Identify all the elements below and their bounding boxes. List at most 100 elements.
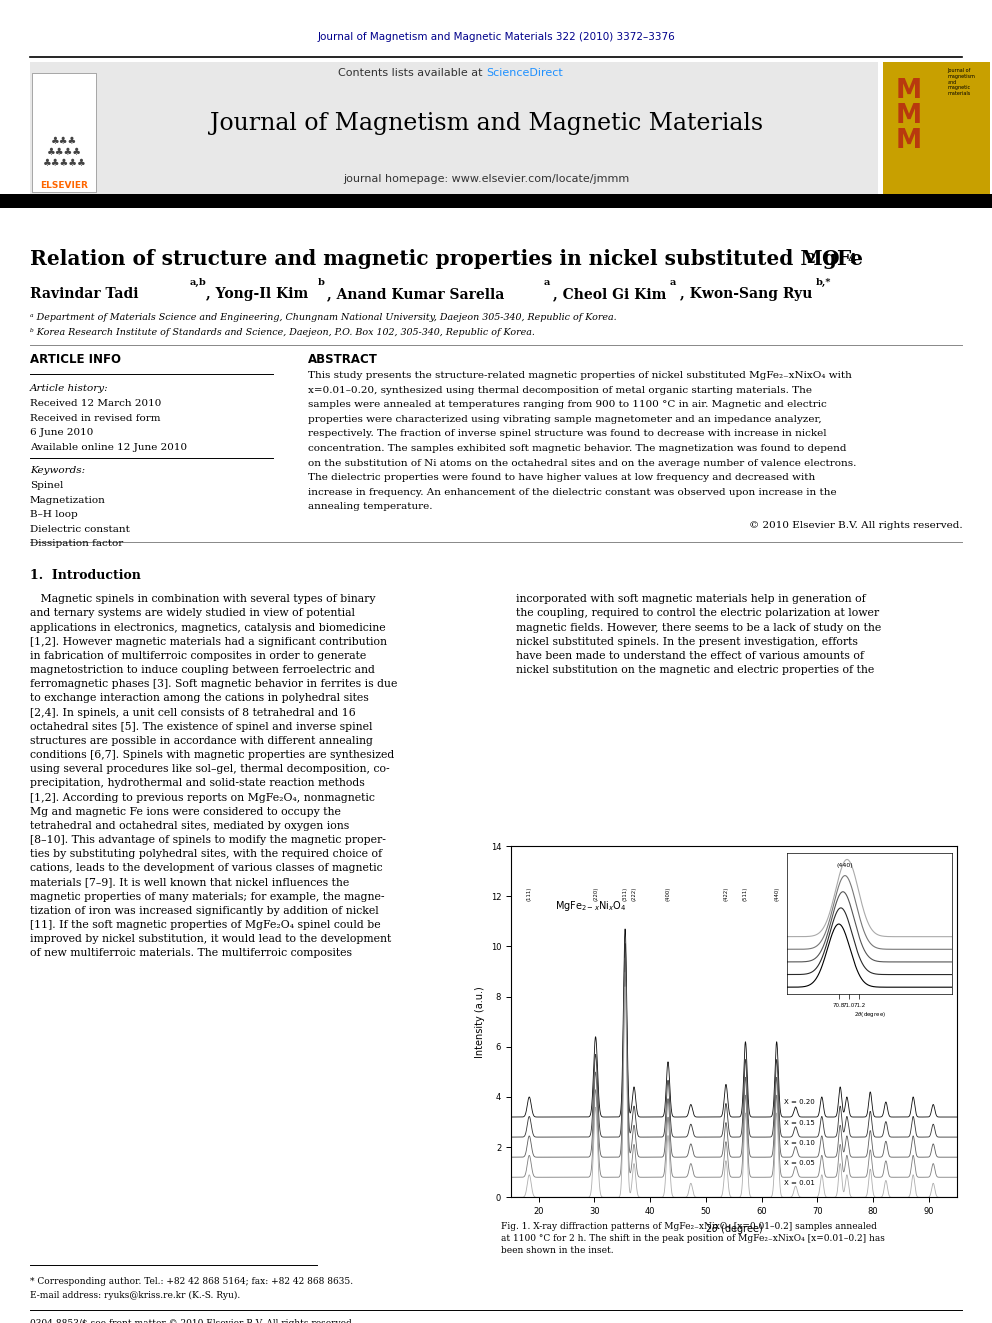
Text: (642): (642)	[911, 886, 916, 901]
Text: octahedral sites [5]. The existence of spinel and inverse spinel: octahedral sites [5]. The existence of s…	[30, 722, 372, 732]
Text: a: a	[544, 278, 550, 287]
Text: on the substitution of Ni atoms on the octahedral sites and on the average numbe: on the substitution of Ni atoms on the o…	[308, 459, 856, 467]
Text: Keywords:: Keywords:	[30, 467, 85, 475]
Text: the coupling, required to control the electric polarization at lower: the coupling, required to control the el…	[516, 609, 879, 618]
Text: magnetostriction to induce coupling between ferroelectric and: magnetostriction to induce coupling betw…	[30, 665, 375, 675]
Text: MgFe$_{2-x}$Ni$_x$O$_4$: MgFe$_{2-x}$Ni$_x$O$_4$	[556, 898, 627, 913]
Text: (444): (444)	[868, 886, 873, 901]
Bar	[0, 194, 992, 208]
Text: improved by nickel substitution, it would lead to the development: improved by nickel substitution, it woul…	[30, 934, 391, 945]
Text: samples were annealed at temperatures ranging from 900 to 1100 °C in air. Magnet: samples were annealed at temperatures ra…	[308, 401, 826, 409]
Text: Journal of Magnetism and Magnetic Materials: Journal of Magnetism and Magnetic Materi…	[209, 111, 763, 135]
Text: Relation of structure and magnetic properties in nickel substituted MgFe: Relation of structure and magnetic prope…	[30, 249, 863, 270]
Text: tetrahedral and octahedral sites, mediated by oxygen ions: tetrahedral and octahedral sites, mediat…	[30, 820, 349, 831]
Text: This study presents the structure-related magnetic properties of nickel substitu: This study presents the structure-relate…	[308, 372, 851, 380]
Text: Available online 12 June 2010: Available online 12 June 2010	[30, 443, 186, 451]
Text: 1.  Introduction: 1. Introduction	[30, 569, 141, 582]
Text: properties were characterized using vibrating sample magnetometer and an impedan: properties were characterized using vibr…	[308, 415, 821, 423]
Text: * Corresponding author. Tel.: +82 42 868 5164; fax: +82 42 868 8635.: * Corresponding author. Tel.: +82 42 868…	[30, 1278, 353, 1286]
Text: B–H loop: B–H loop	[30, 511, 77, 519]
Text: applications in electronics, magnetics, catalysis and biomedicine: applications in electronics, magnetics, …	[30, 623, 385, 632]
Text: X = 0.01: X = 0.01	[784, 1180, 814, 1185]
Text: 0304-8853/$-see front matter © 2010 Elsevier B.V. All rights reserved.: 0304-8853/$-see front matter © 2010 Else…	[30, 1319, 354, 1323]
Text: , Yong-Il Kim: , Yong-Il Kim	[206, 287, 313, 300]
Text: Journal of Magnetism and Magnetic Materials 322 (2010) 3372–3376: Journal of Magnetism and Magnetic Materi…	[317, 32, 675, 42]
Text: [2,4]. In spinels, a unit cell consists of 8 tetrahedral and 16: [2,4]. In spinels, a unit cell consists …	[30, 708, 355, 717]
Text: magnetic properties of many materials; for example, the magne-: magnetic properties of many materials; f…	[30, 892, 384, 901]
Text: © 2010 Elsevier B.V. All rights reserved.: © 2010 Elsevier B.V. All rights reserved…	[749, 521, 962, 529]
Bar	[30, 62, 878, 196]
Text: Fig. 1. X-ray diffraction patterns of MgFe₂₋xNixO₄ [x=0.01–0.2] samples annealed: Fig. 1. X-ray diffraction patterns of Mg…	[501, 1222, 885, 1256]
Text: nickel substituted spinels. In the present investigation, efforts: nickel substituted spinels. In the prese…	[516, 636, 858, 647]
Text: nickel substitution on the magnetic and electric properties of the: nickel substitution on the magnetic and …	[516, 665, 874, 675]
Bar	[32, 73, 96, 192]
Text: materials [7–9]. It is well known that nickel influences the: materials [7–9]. It is well known that n…	[30, 877, 349, 888]
Text: 4: 4	[847, 253, 856, 266]
Text: E-mail address: ryuks@kriss.re.kr (K.-S. Ryu).: E-mail address: ryuks@kriss.re.kr (K.-S.…	[30, 1291, 240, 1299]
Text: , Anand Kumar Sarella: , Anand Kumar Sarella	[327, 287, 510, 300]
Text: (531): (531)	[819, 886, 824, 901]
Text: [11]. If the soft magnetic properties of MgFe₂O₄ spinel could be: [11]. If the soft magnetic properties of…	[30, 919, 380, 930]
Text: using several procedures like sol–gel, thermal decomposition, co-: using several procedures like sol–gel, t…	[30, 765, 390, 774]
Text: a,b: a,b	[189, 278, 206, 287]
Text: journal homepage: www.elsevier.com/locate/jmmm: journal homepage: www.elsevier.com/locat…	[343, 173, 629, 184]
Text: ABSTRACT: ABSTRACT	[308, 353, 377, 366]
Text: of new multiferroic materials. The multiferroic composites: of new multiferroic materials. The multi…	[30, 949, 352, 958]
Text: (311): (311)	[623, 886, 628, 901]
Text: (533): (533)	[844, 888, 849, 901]
Text: Dissipation factor: Dissipation factor	[30, 540, 123, 548]
Text: Received 12 March 2010: Received 12 March 2010	[30, 400, 161, 407]
Text: ARTICLE INFO: ARTICLE INFO	[30, 353, 121, 366]
Text: (620): (620)	[837, 886, 842, 901]
Text: M
M
M: M M M	[896, 78, 922, 155]
Text: (711): (711)	[883, 886, 889, 901]
Text: Spinel: Spinel	[30, 482, 63, 490]
Text: tization of iron was increased significantly by addition of nickel: tization of iron was increased significa…	[30, 906, 379, 916]
Text: incorporated with soft magnetic materials help in generation of: incorporated with soft magnetic material…	[516, 594, 866, 605]
Text: ᵇ Korea Research Institute of Standards and Science, Daejeon, P.O. Box 102, 305-: ᵇ Korea Research Institute of Standards …	[30, 328, 535, 336]
Bar	[883, 62, 990, 196]
Text: cations, leads to the development of various classes of magnetic: cations, leads to the development of var…	[30, 864, 382, 873]
Text: (222): (222)	[632, 886, 637, 901]
Text: (731): (731)	[930, 886, 935, 901]
Text: ties by substituting polyhedral sites, with the required choice of: ties by substituting polyhedral sites, w…	[30, 849, 382, 859]
Text: ferromagnetic phases [3]. Soft magnetic behavior in ferrites is due: ferromagnetic phases [3]. Soft magnetic …	[30, 679, 397, 689]
Text: Article history:: Article history:	[30, 385, 108, 393]
Text: conditions [6,7]. Spinels with magnetic properties are synthesized: conditions [6,7]. Spinels with magnetic …	[30, 750, 394, 759]
Text: (400): (400)	[666, 886, 671, 901]
Text: (111): (111)	[527, 886, 532, 901]
Text: (511): (511)	[743, 886, 748, 901]
Text: , Cheol Gi Kim: , Cheol Gi Kim	[553, 287, 671, 300]
Text: The dielectric properties were found to have higher values at low frequency and : The dielectric properties were found to …	[308, 474, 814, 482]
X-axis label: 2$\theta$ (degree): 2$\theta$ (degree)	[704, 1221, 763, 1236]
Text: X = 0.10: X = 0.10	[784, 1139, 814, 1146]
Text: magnetic fields. However, there seems to be a lack of study on the: magnetic fields. However, there seems to…	[516, 623, 881, 632]
Text: to exchange interaction among the cations in polyhedral sites: to exchange interaction among the cation…	[30, 693, 368, 704]
Text: increase in frequency. An enhancement of the dielectric constant was observed up: increase in frequency. An enhancement of…	[308, 488, 836, 496]
Text: and ternary systems are widely studied in view of potential: and ternary systems are widely studied i…	[30, 609, 355, 618]
Text: a: a	[670, 278, 676, 287]
Text: (422): (422)	[723, 886, 728, 901]
Text: ᵃ Department of Materials Science and Engineering, Chungnam National University,: ᵃ Department of Materials Science and En…	[30, 314, 616, 321]
Text: Mg and magnetic Fe ions were considered to occupy the: Mg and magnetic Fe ions were considered …	[30, 807, 340, 816]
Text: have been made to understand the effect of various amounts of: have been made to understand the effect …	[516, 651, 864, 662]
Text: x=0.01–0.20, synthesized using thermal decomposition of metal organic starting m: x=0.01–0.20, synthesized using thermal d…	[308, 386, 811, 394]
Text: Contents lists available at: Contents lists available at	[338, 67, 486, 78]
Y-axis label: Intensity (a.u.): Intensity (a.u.)	[475, 986, 485, 1057]
Text: b: b	[317, 278, 324, 287]
Text: (440): (440)	[774, 886, 779, 901]
Text: [1,2]. According to previous reports on MgFe₂O₄, nonmagnetic: [1,2]. According to previous reports on …	[30, 792, 375, 803]
Text: Received in revised form: Received in revised form	[30, 414, 161, 422]
Text: b,*: b,*	[815, 278, 830, 287]
Text: ELSEVIER: ELSEVIER	[41, 181, 88, 189]
Text: structures are possible in accordance with different annealing: structures are possible in accordance wi…	[30, 736, 373, 746]
Text: , Kwon-Sang Ryu: , Kwon-Sang Ryu	[680, 287, 816, 300]
Text: X = 0.05: X = 0.05	[784, 1160, 814, 1166]
Text: [1,2]. However magnetic materials had a significant contribution: [1,2]. However magnetic materials had a …	[30, 636, 387, 647]
Text: ♣♣♣
♣♣♣♣
♣♣♣♣♣: ♣♣♣ ♣♣♣♣ ♣♣♣♣♣	[43, 136, 86, 168]
Text: annealing temperature.: annealing temperature.	[308, 503, 433, 511]
Text: Journal of
magnetism
and
magnetic
materials: Journal of magnetism and magnetic materi…	[947, 67, 975, 97]
Text: [8–10]. This advantage of spinels to modify the magnetic proper-: [8–10]. This advantage of spinels to mod…	[30, 835, 386, 845]
Text: X = 0.20: X = 0.20	[784, 1099, 814, 1106]
Text: 6 June 2010: 6 June 2010	[30, 429, 93, 437]
